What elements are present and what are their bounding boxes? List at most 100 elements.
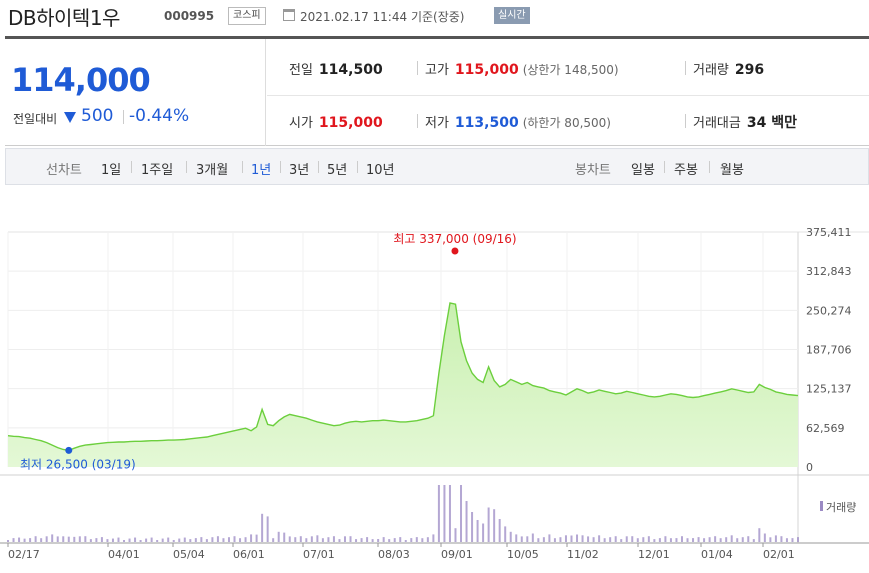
volume-bar [178,538,181,542]
trade-amount: 거래대금 34 백만 [693,115,797,131]
volume-bar [266,516,269,542]
volume-bar [255,534,258,542]
volume-bar [454,528,457,542]
volume-bar [653,539,656,542]
x-tick-label: 10/05 [507,548,539,561]
volume-bar [680,536,683,542]
volume-bar [305,538,308,542]
stock-name[interactable]: DB하이텍1우 [8,6,120,30]
period-10y[interactable]: 10년 [366,163,395,178]
volume-bar [785,538,788,542]
volume-bar [592,537,595,542]
x-tick-label: 05/04 [173,548,205,561]
period-1w[interactable]: 1주일 [141,163,174,178]
volume-bar [233,536,236,542]
volume-bar [703,538,706,542]
change-label: 전일대비 [13,112,58,126]
divider [685,114,686,128]
period-1d[interactable]: 1일 [101,163,122,178]
volume-bar [40,538,43,542]
stock-header: DB하이텍1우 000995 코스피 2021.02.17 11:44 기준(장… [0,0,869,36]
y-tick-label: 312,843 [806,265,852,278]
volume-bar [172,540,175,542]
volume-bar [327,537,330,542]
volume-bar [669,538,672,542]
volume-bar [167,537,170,542]
candle-weekly[interactable]: 주봉 [674,163,698,178]
volume-bar [614,536,617,542]
low-price: 저가 113,500 (하한가 80,500) [425,115,611,131]
divider [664,161,665,173]
price-area [7,302,799,467]
volume-bar [553,538,556,542]
quote-summary: 114,000 전일대비 500 -0.44% 전일 114,500 고가 115,… [5,36,869,146]
candle-daily[interactable]: 일봉 [631,163,655,178]
divider [685,61,686,75]
volume-bar [692,538,695,542]
volume-bar [343,536,346,542]
volume-bar [664,536,667,542]
volume-bar [123,540,126,542]
volume-bar [620,539,623,542]
volume-bar [211,537,214,542]
volume-bar [100,537,103,542]
volume-bar [150,537,153,542]
period-3y[interactable]: 3년 [289,163,310,178]
period-3m[interactable]: 3개월 [196,163,229,178]
volume-bar [509,531,512,542]
volume-bar [111,538,114,542]
divider [131,161,132,173]
volume-bar [587,536,590,542]
row-divider [267,95,869,96]
divider [357,161,358,173]
volume-legend-swatch [820,501,823,511]
volume-bar [73,536,76,542]
volume-bar [250,534,253,542]
volume-bar [432,534,435,542]
period-5y[interactable]: 5년 [327,163,348,178]
x-tick-label: 09/01 [441,548,473,561]
market-badge: 코스피 [228,7,266,25]
prev-close: 전일 114,500 [289,62,383,78]
volume-bar [460,485,463,542]
period-1y[interactable]: 1년 [251,163,272,178]
volume-bar [321,538,324,542]
price-chart[interactable]: 375,411 312,843 250,274 187,706 125,137 62,56… [0,185,869,573]
change-value: 500 [81,106,114,126]
down-arrow-icon [64,112,76,123]
y-tick-label: 250,274 [806,304,852,317]
volume-bar [89,539,92,542]
volume-bar [117,537,120,542]
volume-bar [189,539,192,542]
stock-code: 000995 [164,9,215,23]
volume-bar [95,538,98,542]
x-tick-label: 06/01 [233,548,265,561]
volume-bar [156,540,159,542]
volume-bar [244,537,247,542]
price-area-fill [8,303,798,467]
volume-bar [360,538,363,542]
volume-bar [471,512,474,542]
volume-bar [686,538,689,542]
volume-bar [780,536,783,542]
volume-bar [239,538,242,542]
volume-bar [426,537,429,542]
volume-bar [277,531,280,542]
divider [242,161,243,173]
volume-bar [581,535,584,542]
volume-bar [78,536,81,542]
volume-bar [537,538,540,542]
x-tick-label: 04/01 [108,548,140,561]
realtime-badge[interactable]: 실시간 [494,7,530,24]
y-tick-label: 125,137 [806,383,852,396]
volume-bar [797,537,799,542]
volume-bar [631,536,634,542]
volume-bar [410,538,413,542]
volume-bar [774,535,777,542]
candle-monthly[interactable]: 월봉 [720,163,744,178]
volume-bar [487,507,490,542]
volume-bar [647,536,650,542]
volume-bar [7,540,9,542]
volume-bar [377,539,380,542]
volume-bar [697,537,700,542]
